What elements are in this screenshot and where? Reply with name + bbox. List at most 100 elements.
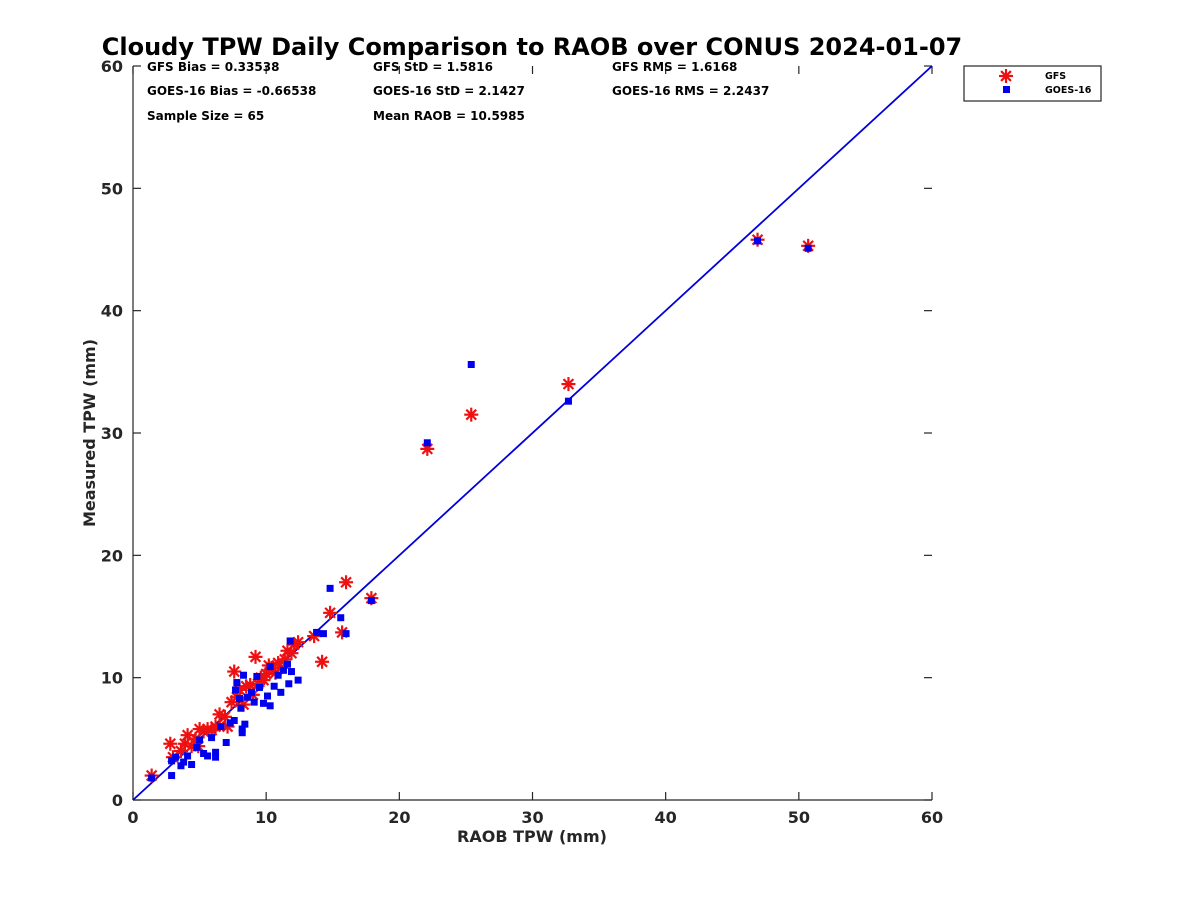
goes16-point (285, 680, 293, 688)
y-tick-label: 60 (101, 57, 123, 76)
goes16-point (279, 666, 287, 674)
plot-area: 0 10 20 30 40 50 60 0 10 20 30 40 50 60 (101, 57, 943, 827)
goes16-point (294, 676, 302, 684)
goes16-point (226, 719, 234, 727)
goes16-point (248, 688, 256, 696)
gfs-point (464, 407, 479, 422)
goes16-point (266, 702, 274, 710)
stat-goes16-bias: GOES-16 Bias = -0.66538 (147, 84, 316, 98)
goes16-point (168, 757, 176, 765)
goes16-point (274, 671, 282, 679)
gfs-point (291, 635, 306, 650)
gfs-point (217, 709, 232, 724)
gfs-point (561, 377, 576, 392)
gfs-point (163, 736, 178, 751)
goes16-point (423, 439, 431, 447)
goes16-point (193, 743, 201, 751)
goes16-point (241, 720, 249, 728)
legend: GFS GOES-16 (963, 65, 1102, 102)
goes16-point (148, 774, 156, 782)
y-tick-label: 30 (101, 424, 123, 443)
goes16-point (172, 753, 180, 761)
goes16-point (283, 660, 291, 668)
legend-gfs-label: GFS (1045, 71, 1066, 82)
goes16-point (233, 679, 241, 687)
goes16-point (250, 698, 258, 706)
goes16-point (467, 360, 475, 368)
x-tick-label: 30 (521, 808, 543, 827)
goes16-point (564, 397, 572, 405)
gfs-point (323, 605, 338, 620)
x-tick-label: 40 (655, 808, 677, 827)
gfs-point (339, 575, 354, 590)
goes16-point (196, 736, 204, 744)
goes16-point (238, 725, 246, 733)
legend-gfs-asterisk (999, 69, 1013, 83)
stat-goes16-std: GOES-16 StD = 2.1427 (373, 84, 525, 98)
chart-title: Cloudy TPW Daily Comparison to RAOB over… (102, 33, 962, 61)
stat-gfs-std: GFS StD = 1.5816 (373, 60, 493, 74)
goes16-point (260, 699, 268, 707)
goes16-point (367, 597, 375, 605)
goes16-point (342, 630, 350, 638)
gfs-point (227, 664, 242, 679)
goes16-point (217, 723, 225, 731)
y-tick-label: 50 (101, 179, 123, 198)
goes16-point (238, 729, 246, 737)
stat-mean-raob: Mean RAOB = 10.5985 (373, 109, 525, 123)
goes16-point (208, 734, 216, 742)
goes16-point (319, 630, 327, 638)
goes16-point (236, 694, 244, 702)
goes16-point (177, 762, 185, 770)
x-tick-label: 10 (255, 808, 277, 827)
y-axis-label: Measured TPW (mm) (80, 339, 99, 527)
goes16-point (200, 750, 208, 758)
legend-goes16-marker (1003, 86, 1010, 93)
y-tick-label: 40 (101, 302, 123, 321)
y-tick-label: 0 (112, 791, 123, 810)
statistics-block: GFS Bias = 0.33538 GFS StD = 1.5816 GFS … (147, 60, 769, 123)
legend-gfs-marker (999, 69, 1013, 83)
goes16-point (188, 761, 196, 769)
x-tick-label: 60 (921, 808, 943, 827)
y-tick-label: 20 (101, 546, 123, 565)
goes16-point (263, 692, 271, 700)
goes16-point (212, 748, 220, 756)
x-tick-label: 20 (388, 808, 410, 827)
gfs-point (248, 649, 263, 664)
stat-gfs-rms: GFS RMS = 1.6168 (612, 60, 737, 74)
goes16-point (337, 614, 345, 622)
goes16-series (148, 237, 812, 782)
goes16-point (204, 752, 212, 760)
gfs-point (315, 654, 330, 669)
legend-goes16-label: GOES-16 (1045, 85, 1092, 96)
goes16-point (266, 663, 274, 671)
goes16-point (326, 584, 334, 592)
goes16-point (222, 739, 230, 747)
goes16-point (287, 668, 295, 676)
goes16-point (286, 637, 294, 645)
stat-gfs-bias: GFS Bias = 0.33538 (147, 60, 279, 74)
stat-goes16-rms: GOES-16 RMS = 2.2437 (612, 84, 769, 98)
stat-sample-size: Sample Size = 65 (147, 109, 264, 123)
goes16-point (212, 753, 220, 761)
x-axis-label: RAOB TPW (mm) (457, 827, 607, 846)
goes16-point (256, 683, 264, 691)
goes16-point (230, 716, 238, 724)
x-tick-label: 0 (127, 808, 138, 827)
legend-box (963, 65, 1102, 102)
goes16-point (184, 752, 192, 760)
goes16-point (237, 704, 245, 712)
goes16-point (253, 672, 261, 680)
goes16-point (754, 237, 762, 245)
goes16-point (232, 686, 240, 694)
goes16-point (313, 628, 321, 636)
goes16-point (244, 693, 252, 701)
goes16-point (270, 682, 278, 690)
goes16-point (277, 688, 285, 696)
goes16-point (180, 758, 188, 766)
tick-marks: 0 10 20 30 40 50 60 0 10 20 30 40 50 60 (101, 57, 943, 827)
goes16-point (240, 671, 248, 679)
x-tick-label: 50 (788, 808, 810, 827)
